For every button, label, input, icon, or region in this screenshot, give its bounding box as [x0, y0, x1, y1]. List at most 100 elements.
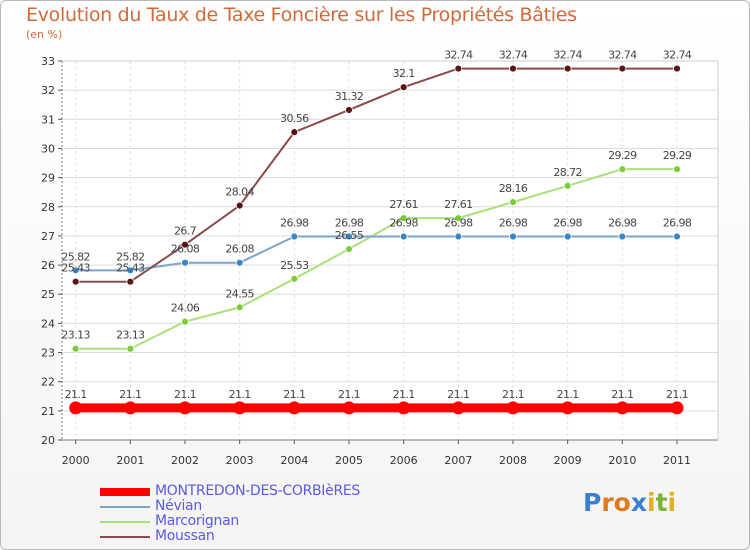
x-tick-label: 2007: [444, 454, 472, 467]
data-point: [69, 401, 83, 415]
data-point: [235, 258, 244, 267]
legend-swatch: [100, 536, 150, 538]
data-label: 21.1: [65, 388, 87, 401]
data-label: 21.1: [229, 388, 251, 401]
data-label: 21.1: [557, 388, 579, 401]
data-point: [561, 401, 575, 415]
data-point: [71, 266, 80, 275]
y-tick-label: 25: [41, 288, 55, 301]
data-label: 26.98: [608, 217, 637, 230]
y-tick-label: 22: [41, 376, 55, 389]
x-tick-label: 2005: [335, 454, 363, 467]
data-point: [126, 344, 135, 353]
data-point: [670, 401, 684, 415]
data-point: [287, 401, 301, 415]
legend-label: MONTREDON-DES-CORBIèRES: [155, 483, 361, 499]
data-label: 26.98: [335, 217, 364, 230]
x-tick-label: 2000: [62, 454, 90, 467]
data-label: 21.1: [393, 388, 415, 401]
y-tick-label: 31: [41, 113, 55, 126]
data-point: [618, 165, 627, 174]
data-label: 21.1: [611, 388, 633, 401]
logo-letter: t: [655, 488, 668, 517]
y-tick-label: 21: [41, 405, 55, 418]
chart-title: Evolution du Taux de Taxe Foncière sur l…: [26, 4, 577, 26]
x-tick-label: 2001: [116, 454, 144, 467]
data-point: [181, 258, 189, 267]
y-tick-label: 23: [41, 347, 55, 360]
data-point: [235, 201, 244, 210]
data-label: 25.43: [61, 262, 90, 275]
data-label: 28.16: [499, 182, 528, 195]
data-point: [618, 232, 627, 241]
x-tick-label: 2008: [499, 454, 527, 467]
data-label: 21.1: [338, 388, 360, 401]
data-label: 23.13: [116, 329, 145, 342]
data-label: 26.98: [280, 217, 309, 230]
data-point: [563, 181, 572, 190]
data-point: [181, 240, 189, 249]
y-tick-label: 33: [41, 55, 55, 68]
series-line: [75, 67, 677, 283]
data-label: 23.13: [61, 329, 90, 342]
data-point: [399, 214, 408, 223]
data-point: [345, 106, 353, 114]
data-point: [397, 401, 411, 415]
data-label: 25.82: [61, 250, 90, 263]
series-line: [75, 235, 677, 272]
data-point: [615, 401, 629, 415]
data-point: [290, 128, 299, 137]
logo-letter: i: [667, 488, 677, 517]
y-tick-label: 20: [41, 434, 55, 447]
legend-swatch: [100, 506, 150, 508]
data-label: 26.08: [171, 243, 200, 256]
data-label: 25.43: [116, 262, 145, 275]
data-point: [563, 232, 572, 241]
data-point: [509, 198, 517, 207]
data-point: [618, 64, 627, 73]
y-tick-label: 26: [41, 259, 55, 272]
x-tick-label: 2003: [226, 454, 254, 467]
y-tick-label: 32: [41, 84, 55, 97]
data-point: [345, 245, 353, 253]
data-label: 29.29: [608, 149, 637, 162]
data-point: [563, 64, 572, 73]
data-point: [454, 232, 463, 241]
data-label: 27.61: [389, 198, 418, 211]
data-point: [71, 277, 80, 286]
data-point: [290, 232, 299, 241]
logo-letter: x: [630, 488, 647, 517]
x-tick-label: 2010: [608, 454, 636, 467]
data-point: [126, 266, 135, 275]
data-label: 26.98: [444, 217, 473, 230]
data-label: 21.1: [502, 388, 524, 401]
legend-label: Marcorignan: [155, 513, 239, 529]
data-label: 32.1: [393, 67, 415, 80]
y-tick-label: 27: [41, 230, 55, 243]
data-label: 26.55: [335, 229, 364, 242]
data-label: 26.98: [663, 217, 692, 230]
legend-label: Névian: [155, 498, 202, 514]
data-label: 28.72: [553, 166, 582, 179]
data-label: 30.56: [280, 112, 309, 125]
data-label: 21.1: [119, 388, 141, 401]
data-label: 24.55: [225, 287, 254, 300]
data-point: [290, 274, 299, 283]
y-tick-label: 24: [41, 317, 55, 330]
data-point: [181, 317, 189, 326]
data-point: [509, 64, 517, 73]
data-label: 32.74: [444, 49, 473, 62]
data-point: [509, 232, 517, 241]
data-label: 25.82: [116, 250, 145, 263]
legend-swatch: [100, 488, 150, 496]
data-label: 26.98: [553, 217, 582, 230]
x-tick-label: 2011: [663, 454, 691, 467]
x-tick-label: 2006: [390, 454, 418, 467]
series-line: [75, 168, 677, 350]
y-tick-label: 29: [41, 172, 55, 185]
data-label: 31.32: [335, 90, 364, 103]
data-point: [345, 232, 353, 241]
plot-area: [62, 61, 718, 440]
data-label: 29.29: [663, 149, 692, 162]
